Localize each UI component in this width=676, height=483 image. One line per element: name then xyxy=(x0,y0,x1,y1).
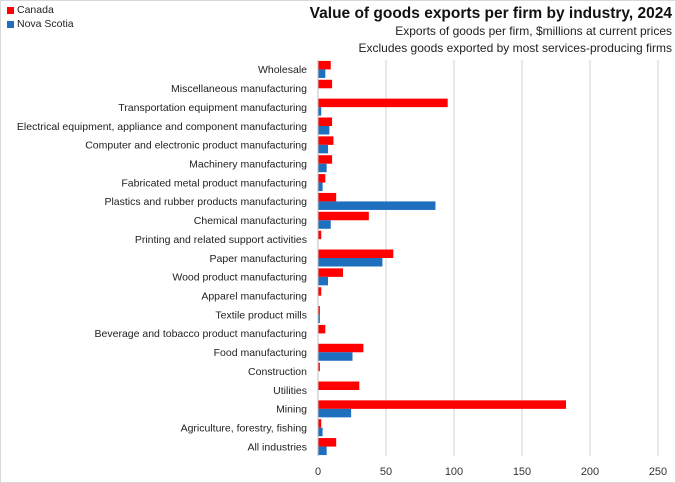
chart-subtitle-note: Excludes goods exported by most services… xyxy=(358,41,672,55)
bar-canada xyxy=(318,381,360,390)
category-label: Computer and electronic product manufact… xyxy=(85,140,307,152)
x-tick-label: 50 xyxy=(380,466,392,478)
bar-canada xyxy=(318,268,343,277)
category-label: Transportation equipment manufacturing xyxy=(118,102,307,114)
x-tick-label: 100 xyxy=(445,466,463,478)
bar-canada xyxy=(318,287,322,296)
category-label: Plastics and rubber products manufacturi… xyxy=(104,196,307,208)
bar-canada xyxy=(318,306,320,315)
bar-nova-scotia xyxy=(318,352,353,361)
bar-nova-scotia xyxy=(318,314,320,324)
bar-canada xyxy=(318,98,448,108)
x-tick-label: 0 xyxy=(315,466,321,478)
category-label: Utilities xyxy=(273,385,307,397)
bar-canada xyxy=(318,192,337,202)
bar-canada xyxy=(318,400,567,409)
bar-canada xyxy=(318,174,326,183)
legend-label-nova-scotia: Nova Scotia xyxy=(17,18,74,30)
bar-nova-scotia xyxy=(318,107,322,116)
bar-canada xyxy=(318,211,369,221)
bar-canada xyxy=(318,438,337,447)
bar-nova-scotia xyxy=(318,220,331,229)
category-label: Textile product mills xyxy=(215,309,307,321)
bar-nova-scotia xyxy=(318,182,323,192)
category-label: Beverage and tobacco product manufacturi… xyxy=(95,328,308,340)
bar-canada xyxy=(318,230,322,240)
bar-canada xyxy=(318,155,333,164)
bar-nova-scotia xyxy=(318,126,330,135)
chart-title: Value of goods exports per firm by indus… xyxy=(309,5,672,22)
legend-label-canada: Canada xyxy=(17,4,54,16)
bar-canada xyxy=(318,117,333,126)
chart-subtitle-units: Exports of goods per firm, $millions at … xyxy=(395,24,672,38)
bar-nova-scotia xyxy=(318,201,436,210)
bar-nova-scotia xyxy=(318,258,383,267)
category-label: Wholesale xyxy=(258,64,307,76)
bar-canada xyxy=(318,419,322,428)
category-label: Electrical equipment, appliance and comp… xyxy=(17,121,307,133)
category-label: Apparel manufacturing xyxy=(201,291,307,303)
bar-canada xyxy=(318,136,334,145)
bar-nova-scotia xyxy=(318,163,327,173)
category-label: Food manufacturing xyxy=(214,347,308,359)
legend-item-nova-scotia: Nova Scotia xyxy=(7,17,74,31)
bar-nova-scotia xyxy=(318,408,352,418)
bar-nova-scotia xyxy=(318,446,327,456)
category-label: All industries xyxy=(247,441,307,453)
chart-titles: Value of goods exports per firm by indus… xyxy=(310,4,672,57)
legend-item-canada: Canada xyxy=(7,3,74,17)
category-label: Construction xyxy=(248,366,307,378)
category-label: Machinery manufacturing xyxy=(189,159,307,171)
x-tick-label: 200 xyxy=(581,466,599,478)
category-label: Fabricated metal product manufacturing xyxy=(121,177,307,189)
legend-swatch-nova-scotia xyxy=(7,20,14,28)
category-label: Wood product manufacturing xyxy=(172,272,307,284)
legend-swatch-canada xyxy=(7,6,14,14)
x-tick-label: 250 xyxy=(649,466,667,478)
category-label: Agriculture, forestry, fishing xyxy=(181,423,308,435)
bar-nova-scotia xyxy=(318,276,329,286)
bar-canada xyxy=(318,79,333,89)
bar-canada xyxy=(318,324,326,334)
category-label: Printing and related support activities xyxy=(135,234,307,246)
bar-nova-scotia xyxy=(318,427,323,437)
category-label: Mining xyxy=(276,404,307,416)
bar-canada xyxy=(318,249,394,258)
bar-canada xyxy=(318,362,320,372)
bar-nova-scotia xyxy=(318,69,326,78)
legend: Canada Nova Scotia xyxy=(7,3,74,31)
category-label: Paper manufacturing xyxy=(210,253,308,265)
bar-canada xyxy=(318,343,364,353)
bar-canada xyxy=(318,60,331,70)
bar-nova-scotia xyxy=(318,144,329,154)
x-tick-label: 150 xyxy=(513,466,531,478)
category-label: Miscellaneous manufacturing xyxy=(171,83,307,95)
category-label: Chemical manufacturing xyxy=(194,215,307,227)
